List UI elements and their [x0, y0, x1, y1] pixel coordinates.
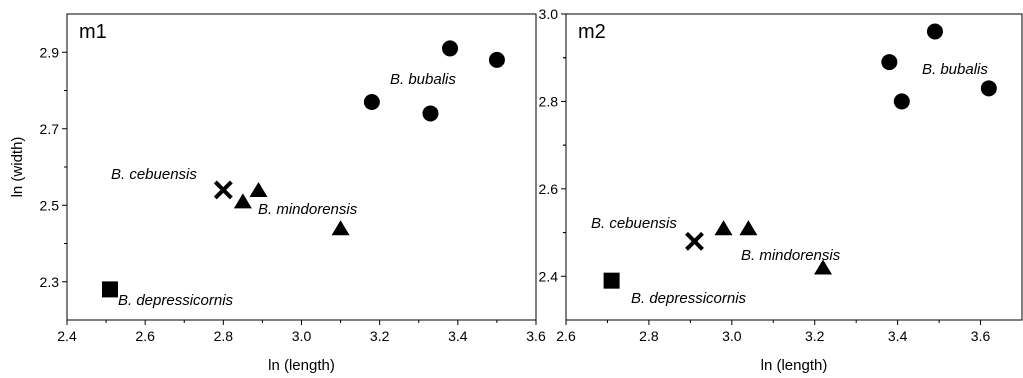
x-tick-label: 3.0 — [722, 328, 742, 344]
x-tick-label: 2.8 — [639, 328, 659, 344]
x-tick-label: 3.2 — [805, 328, 825, 344]
y-tick-label: 2.7 — [40, 121, 60, 137]
y-tick-label: 2.3 — [40, 274, 60, 290]
data-points-m1 — [101, 40, 505, 298]
point-b-cebuensis — [685, 231, 704, 251]
y-tick-label: 2.8 — [539, 93, 559, 109]
x-tick-label: 3.4 — [448, 328, 468, 344]
point-b-bubalis — [980, 80, 997, 97]
y-ticks-m1: 2.3 2.5 2.7 2.9 — [40, 44, 67, 290]
y-tick-label: 2.5 — [40, 197, 60, 213]
point-b-mindorensis — [739, 220, 758, 236]
label-mindorensis-m2: B. mindorensis — [741, 247, 841, 264]
panel-m2: m2 ln (length) 2.6 2.8 3.0 3.2 3.4 3.6 2.4 2.6… — [539, 6, 1023, 374]
x-ticks-m1: 2.4 2.6 2.8 3.0 3.2 3.4 3.6 — [57, 320, 546, 344]
panel-m1: m1 ln (length) ln (width) 2.4 2.6 2.8 3.0 3.… — [9, 13, 546, 374]
point-b-depressicornis — [603, 272, 620, 289]
point-b-bubalis — [488, 51, 505, 68]
x-tick-label: 3.4 — [888, 328, 908, 344]
point-b-mindorensis — [249, 181, 268, 197]
y-axis-label-m1: ln (width) — [9, 137, 26, 198]
point-b-bubalis — [926, 23, 943, 40]
label-cebuensis-m2: B. cebuensis — [591, 215, 677, 232]
point-b-bubalis — [881, 54, 898, 71]
x-tick-label: 2.6 — [135, 328, 155, 344]
point-b-cebuensis — [213, 180, 233, 200]
point-b-mindorensis — [814, 259, 833, 275]
label-depressicornis-m1: B. depressicornis — [118, 292, 234, 309]
x-axis-label-m1: ln (length) — [268, 357, 335, 373]
y-tick-label: 2.6 — [539, 181, 559, 197]
y-tick-label: 3.0 — [539, 6, 559, 22]
point-b-bubalis — [363, 93, 380, 110]
plot-frame-m2 — [565, 13, 1023, 321]
x-axis-label-m2: ln (length) — [761, 357, 828, 373]
x-tick-label: 3.6 — [971, 328, 991, 344]
label-mindorensis-m1: B. mindorensis — [258, 201, 358, 218]
x-ticks-m2: 2.6 2.8 3.0 3.2 3.4 3.6 — [556, 320, 990, 344]
point-b-mindorensis — [714, 220, 733, 236]
x-tick-label: 2.8 — [214, 328, 234, 344]
panel-label-m2: m2 — [578, 21, 606, 43]
y-tick-label: 2.4 — [539, 268, 559, 284]
point-b-bubalis — [422, 105, 439, 122]
x-tick-label: 3.6 — [526, 328, 546, 344]
y-tick-label: 2.9 — [40, 44, 60, 60]
label-bubalis-m2: B. bubalis — [922, 61, 988, 78]
point-b-bubalis — [893, 93, 910, 110]
x-tick-label: 2.4 — [57, 328, 77, 344]
y-ticks-m2: 2.4 2.6 2.8 3.0 — [539, 6, 566, 284]
x-tick-label: 2.6 — [556, 328, 576, 344]
panel-label-m1: m1 — [79, 21, 107, 43]
point-b-mindorensis — [233, 193, 252, 209]
label-cebuensis-m1: B. cebuensis — [111, 166, 197, 183]
x-tick-label: 3.0 — [292, 328, 312, 344]
label-bubalis-m1: B. bubalis — [390, 71, 456, 88]
data-points-m2 — [603, 23, 997, 289]
point-b-mindorensis — [331, 220, 350, 236]
point-b-depressicornis — [101, 281, 118, 298]
point-b-bubalis — [442, 40, 459, 57]
x-tick-label: 3.2 — [370, 328, 390, 344]
label-depressicornis-m2: B. depressicornis — [631, 290, 747, 307]
